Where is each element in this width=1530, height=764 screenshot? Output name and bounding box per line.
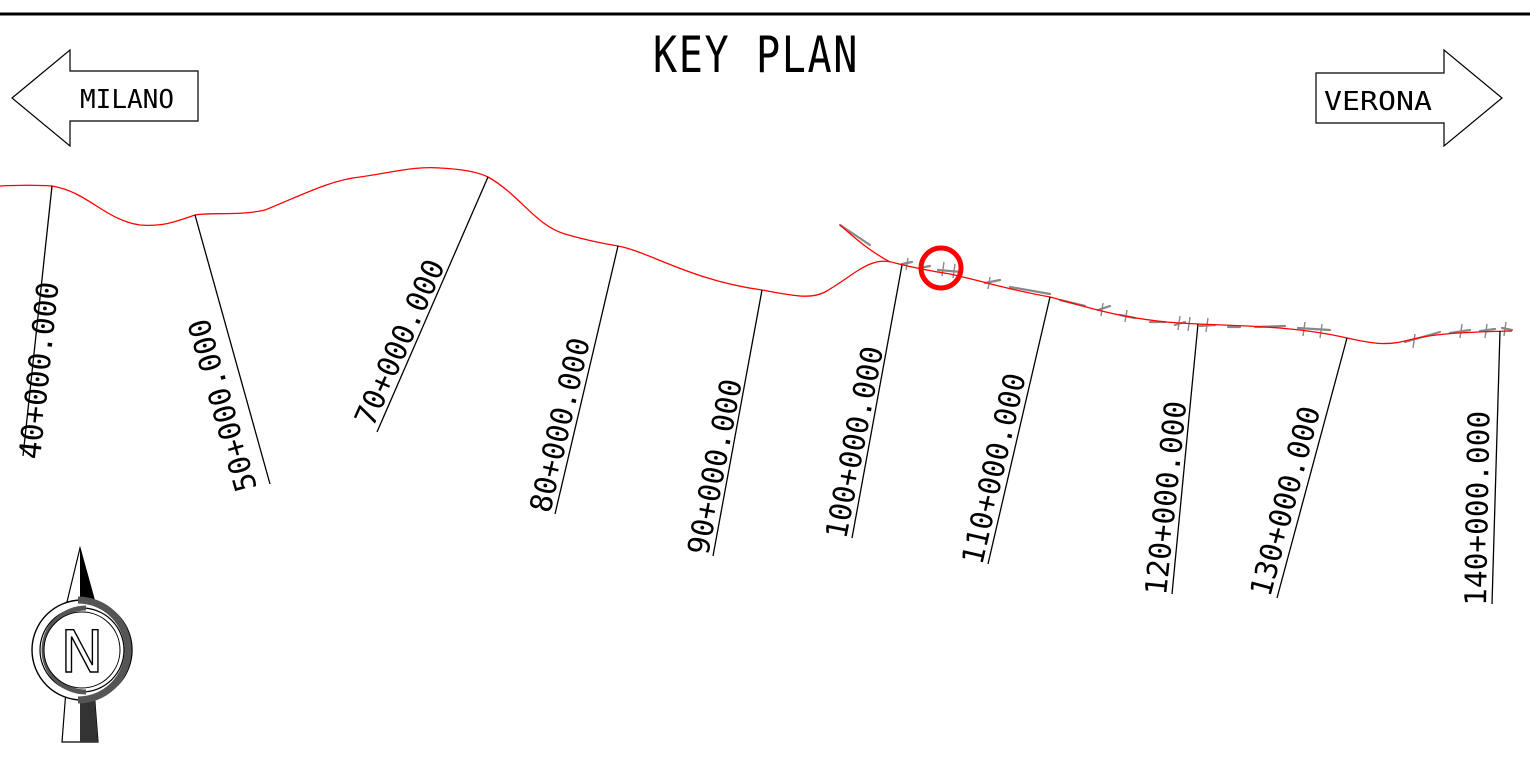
chainage-label-50: 50+000.000 [182, 315, 265, 496]
direction-arrow-left: MILANO [11, 48, 199, 148]
highlight-location-marker [918, 245, 964, 291]
chainage-leader-80 [554, 245, 619, 515]
chainage-label-80: 80+000.000 [524, 334, 598, 515]
chainage-leader-50 [194, 214, 271, 485]
secondary-track [838, 223, 1514, 344]
direction-label-verona: VERONA [1324, 87, 1432, 117]
chainage-leader-110 [987, 296, 1051, 565]
chainage-label-140: 140+000.000 [1459, 411, 1497, 607]
chainage-label-130: 130+000.000 [1244, 403, 1328, 600]
north-arrow-icon: N [31, 545, 133, 743]
chainage-leader-130 [1276, 337, 1348, 599]
north-letter: N [60, 618, 103, 686]
chainage-leader-100 [851, 264, 903, 539]
chainage-leader-70 [376, 176, 489, 433]
direction-arrow-right: VERONA [1315, 48, 1503, 148]
chainage-labels: 40+000.000 50+000.000 70+000.000 80+000.… [13, 254, 1497, 606]
chainage-label-70: 70+000.000 [348, 254, 452, 431]
chainage-label-110: 110+000.000 [956, 370, 1034, 568]
chainage-leader-90 [712, 289, 763, 557]
chainage-label-100: 100+000.000 [819, 343, 891, 541]
direction-label-milano: MILANO [80, 85, 174, 115]
chainage-label-90: 90+000.000 [681, 376, 749, 557]
page-title: KEY PLAN [653, 26, 859, 84]
chainage-label-40: 40+000.000 [13, 280, 66, 461]
arrow-left-icon [11, 48, 199, 148]
route-alignment-line [0, 166, 1513, 345]
arrow-right-icon [1315, 48, 1503, 148]
chainage-leader-120 [1171, 323, 1199, 595]
chainage-label-120: 120+000.000 [1139, 399, 1194, 597]
route-branch-line [839, 224, 891, 263]
chainage-leader-40 [22, 185, 53, 457]
secondary-track-ticks [905, 257, 1507, 349]
chainage-leader-140 [1491, 330, 1501, 605]
chainage-leaders [22, 176, 1501, 605]
